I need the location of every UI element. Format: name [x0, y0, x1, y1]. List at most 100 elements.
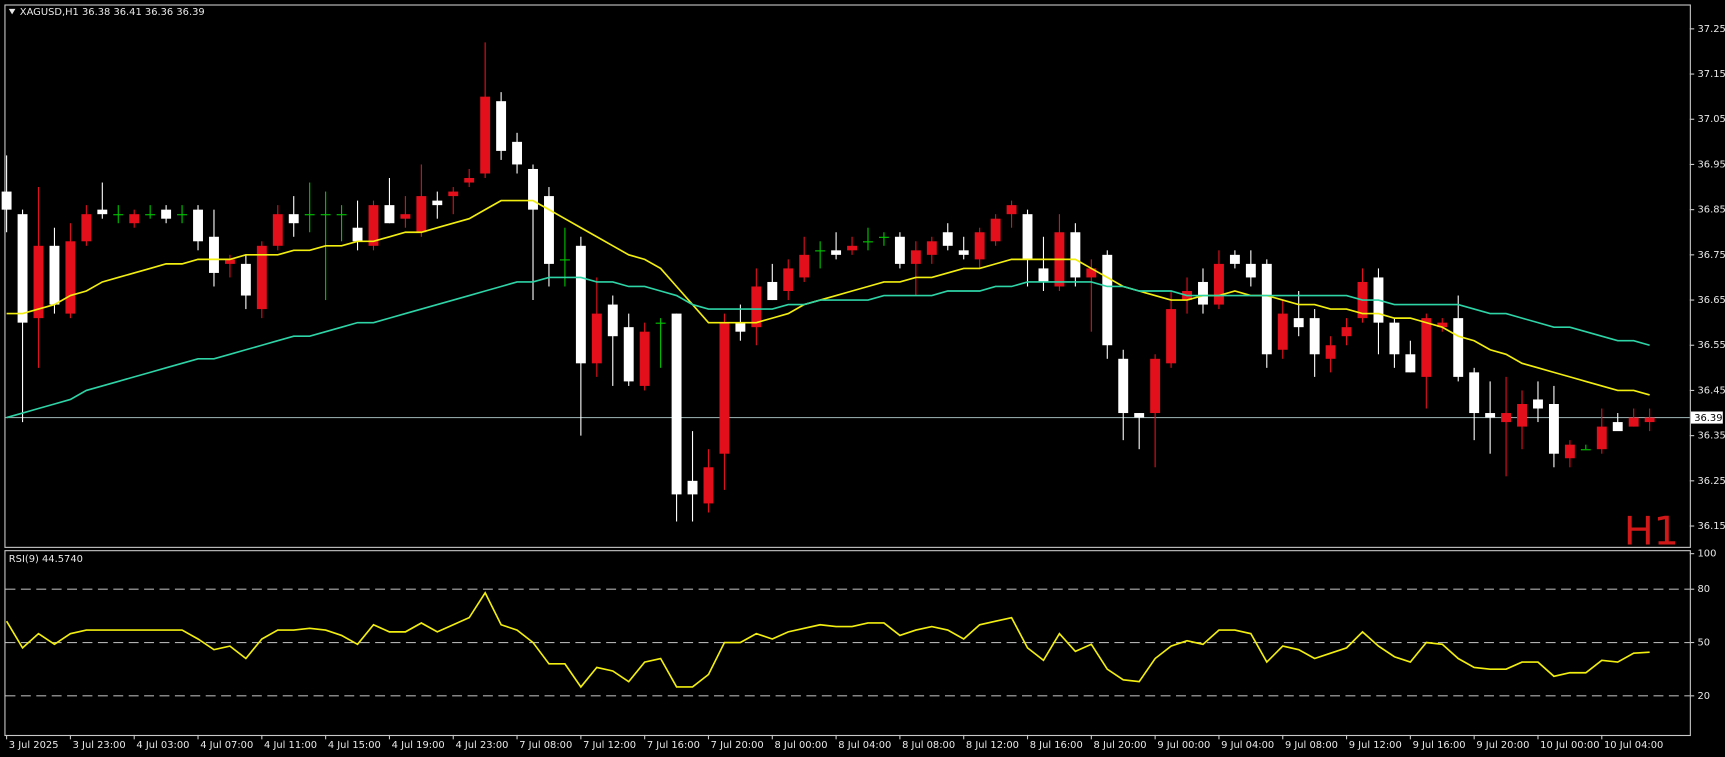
candle-body: [671, 313, 682, 495]
candle-body: [958, 250, 969, 255]
candle-body: [767, 281, 778, 301]
candle-body: [719, 322, 730, 454]
candle-body: [1070, 232, 1081, 278]
x-tick-label: 9 Jul 20:00: [1476, 740, 1529, 751]
candle-body: [1485, 413, 1496, 418]
candle-body: [1102, 254, 1113, 346]
candle-body: [161, 209, 172, 219]
candle-body: [400, 214, 411, 219]
x-tick-label: 8 Jul 04:00: [838, 740, 891, 751]
x-tick-label: 4 Jul 19:00: [392, 740, 445, 751]
y-tick-label: 37.15: [1697, 69, 1725, 80]
timeframe-label: H1: [1624, 509, 1679, 555]
candle-body: [1421, 318, 1432, 377]
price-panel-frame: [4, 4, 1691, 548]
candle-body: [735, 322, 746, 332]
x-tick-label: 8 Jul 00:00: [774, 740, 827, 751]
candle-body: [942, 232, 953, 246]
x-tick-label: 10 Jul 00:00: [1540, 740, 1599, 751]
candle-body: [113, 214, 124, 216]
candle-body: [1548, 403, 1559, 454]
x-tick-label: 8 Jul 16:00: [1030, 740, 1083, 751]
y-tick-label: 36.15: [1697, 521, 1725, 532]
y-tick-label: 37.05: [1697, 114, 1725, 125]
candle-body: [1277, 313, 1288, 350]
candle-body: [1469, 372, 1480, 414]
candle-body: [1325, 345, 1336, 359]
y-tick-label: 36.25: [1697, 476, 1725, 487]
candle-body: [1261, 263, 1272, 355]
candle-body: [1533, 399, 1543, 409]
candle-body: [65, 241, 76, 314]
candle-body: [990, 218, 1001, 242]
candle-body: [1134, 413, 1145, 418]
x-tick-label: 9 Jul 08:00: [1285, 740, 1338, 751]
y-tick-label: 36.45: [1697, 385, 1725, 396]
candle-body: [815, 250, 826, 252]
candle-body: [256, 245, 267, 310]
candle-body: [1437, 322, 1448, 328]
candle-body: [49, 245, 60, 305]
y-tick-label: 36.35: [1697, 431, 1725, 442]
candle-body: [799, 254, 810, 278]
candle-body: [368, 205, 379, 246]
candle-body: [288, 214, 299, 224]
candle-body: [879, 236, 889, 238]
candle-body: [1501, 413, 1512, 423]
candle-body: [1150, 358, 1161, 414]
y-tick-label: 20: [1697, 691, 1710, 702]
candle-body: [209, 236, 219, 273]
x-tick-label: 7 Jul 12:00: [583, 740, 636, 751]
moving-average-line: [6, 276, 1650, 419]
candle-body: [177, 214, 188, 216]
candle-body: [831, 250, 842, 255]
candle-body: [847, 245, 857, 251]
x-tick-label: 7 Jul 20:00: [711, 740, 764, 751]
y-tick-label: 36.65: [1697, 295, 1725, 306]
candle-body: [687, 480, 698, 495]
candle-body: [1564, 444, 1575, 459]
candle-body: [1644, 417, 1655, 423]
candle-body: [1245, 263, 1256, 278]
x-tick-label: 10 Jul 04:00: [1604, 740, 1663, 751]
candle-body: [464, 178, 475, 183]
x-tick-label: 8 Jul 20:00: [1094, 740, 1147, 751]
y-tick-label: 100: [1697, 549, 1716, 560]
candle-body: [193, 209, 203, 242]
candle-body: [1293, 318, 1304, 328]
candle-body: [384, 205, 395, 224]
x-tick-label: 4 Jul 07:00: [200, 740, 253, 751]
candle-body: [1341, 327, 1352, 337]
candle-body: [336, 214, 347, 216]
candle-body: [1596, 426, 1607, 450]
x-tick-label: 9 Jul 00:00: [1157, 740, 1210, 751]
candle-body: [272, 214, 283, 246]
candle-body: [432, 200, 443, 206]
current-price-label: 36.39: [1694, 413, 1722, 424]
x-tick-label: 8 Jul 08:00: [902, 740, 955, 751]
candle-body: [33, 245, 44, 319]
y-tick-label: 36.55: [1697, 340, 1725, 351]
candle-body: [352, 227, 363, 242]
menu-triangle: [8, 8, 16, 15]
candle-body: [974, 232, 985, 260]
candle-body: [17, 214, 28, 323]
candle-body: [304, 214, 315, 216]
candle-body: [1453, 318, 1464, 377]
candle-body: [480, 96, 491, 174]
rsi-line: [5, 591, 1650, 689]
candle-body: [639, 331, 650, 386]
candle-body: [145, 214, 156, 216]
candle-body: [1022, 214, 1033, 260]
candle-body: [240, 263, 251, 296]
candle-body: [224, 259, 235, 264]
candle-body: [1612, 422, 1623, 432]
y-tick-label: 80: [1697, 584, 1710, 595]
x-tick-label: 4 Jul 03:00: [136, 740, 189, 751]
x-tick-label: 4 Jul 23:00: [455, 740, 508, 751]
candle-body: [448, 191, 459, 197]
x-tick-label: 4 Jul 15:00: [328, 740, 381, 751]
rsi-header: RSI(9) 44.5740: [9, 554, 83, 565]
